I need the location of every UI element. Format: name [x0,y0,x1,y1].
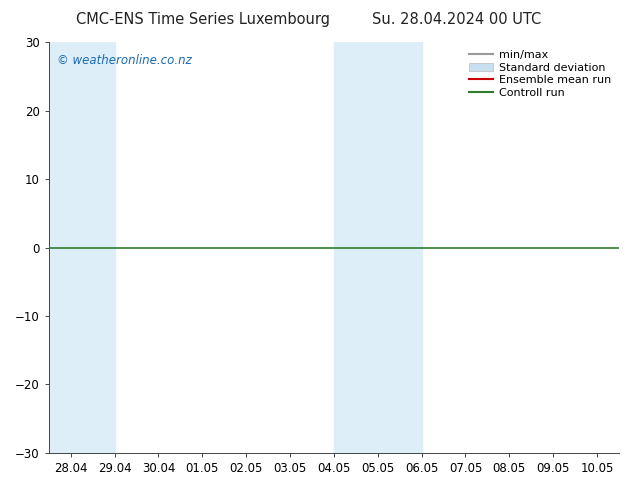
Text: © weatheronline.co.nz: © weatheronline.co.nz [57,54,192,68]
Bar [334,42,422,453]
Text: CMC-ENS Time Series Luxembourg: CMC-ENS Time Series Luxembourg [76,12,330,27]
Bar [49,42,115,453]
Text: Su. 28.04.2024 00 UTC: Su. 28.04.2024 00 UTC [372,12,541,27]
Legend: min/max, Standard deviation, Ensemble mean run, Controll run: min/max, Standard deviation, Ensemble me… [467,48,614,100]
